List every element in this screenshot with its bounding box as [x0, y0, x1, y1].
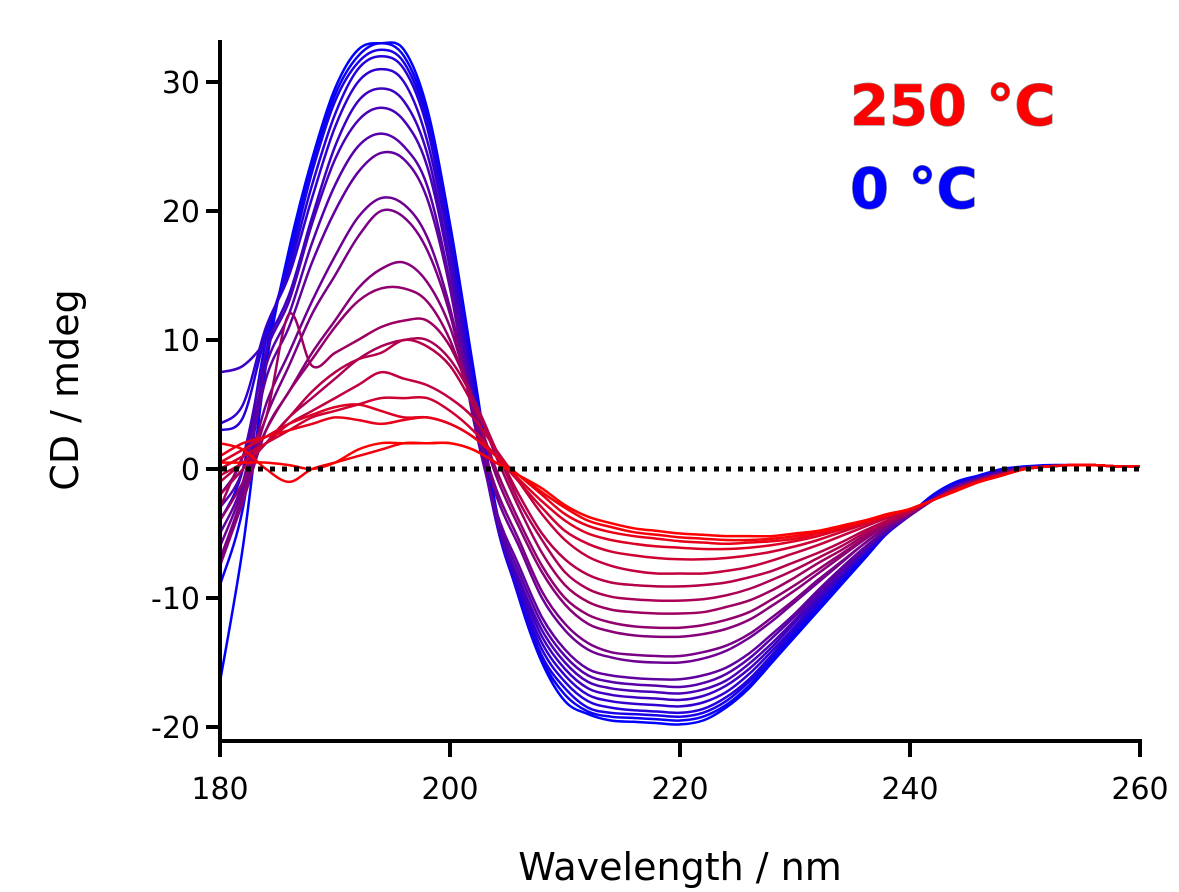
x-tick-label: 200: [421, 772, 478, 807]
x-tick-label: 260: [1111, 772, 1168, 807]
x-axis-title: Wavelength / nm: [518, 845, 841, 889]
spectrum-line-5: [219, 67, 1141, 708]
spectrum-line-19: [219, 403, 1141, 551]
spectrum-line-3: [218, 48, 1141, 719]
legend-label-cold: 0 °C: [850, 157, 978, 222]
legend-label-hot: 250 °C: [850, 74, 1056, 139]
spectrum-line-1: [218, 41, 1141, 726]
series-layer: [218, 41, 1141, 726]
y-tick-label: -10: [151, 582, 200, 617]
spectrum-line-7: [218, 106, 1141, 695]
y-axis-title: CD / mdeg: [43, 289, 87, 490]
spectrum-line-11: [218, 208, 1141, 658]
y-tick-label: 20: [162, 195, 200, 230]
x-tick-label: 220: [651, 772, 708, 807]
x-tick-label: 240: [881, 772, 938, 807]
spectrum-line-16: [219, 338, 1141, 588]
spectrum-line-6: [219, 87, 1141, 702]
y-tick-label: 0: [181, 453, 200, 488]
y-tick-label: 10: [162, 324, 200, 359]
spectrum-line-22: [220, 441, 1141, 538]
x-tick-label: 180: [191, 772, 248, 807]
spectrum-line-21: [219, 441, 1141, 542]
y-tick-label: -20: [151, 711, 200, 746]
spectrum-line-18: [219, 395, 1141, 561]
axes-layer: -20 -10 0 10 20 30 180 200 220 240 260: [151, 40, 1169, 807]
spectrum-line-20: [219, 416, 1141, 546]
spectrum-line-10: [218, 196, 1141, 665]
y-tick-label: 30: [162, 66, 200, 101]
spectrum-line-17: [219, 370, 1141, 575]
